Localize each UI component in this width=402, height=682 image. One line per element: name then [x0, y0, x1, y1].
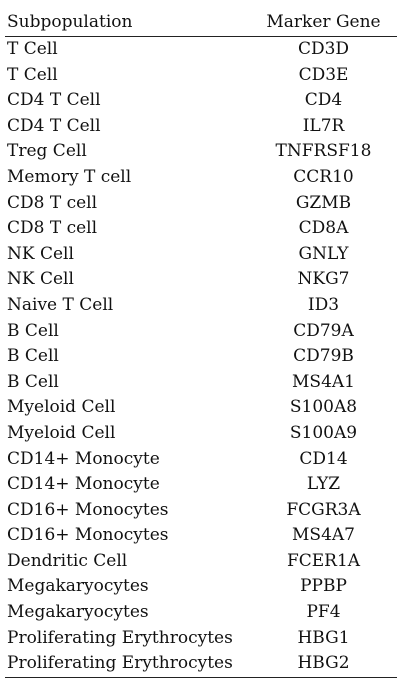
- marker-gene-cell: PPBP: [300, 576, 347, 597]
- table-row: T Cell CD3D: [5, 37, 397, 63]
- table-row: NK Cell GNLY: [5, 242, 397, 268]
- marker-gene-cell: CD14: [299, 448, 348, 469]
- subpopulation-cell: B Cell: [7, 346, 59, 367]
- marker-gene-cell: FCGR3A: [286, 499, 361, 520]
- subpopulation-cell: Megakaryocytes: [7, 576, 149, 597]
- marker-gene-cell: TNFRSF18: [275, 141, 372, 162]
- subpopulation-cell: T Cell: [7, 39, 58, 59]
- table-row: NK Cell NKG7: [5, 267, 397, 293]
- table-row: Dendritic Cell FCER1A: [5, 549, 397, 575]
- subpopulation-cell: B Cell: [7, 320, 59, 341]
- marker-gene-cell: GZMB: [295, 192, 352, 213]
- table-row: B Cell CD79B: [5, 344, 397, 370]
- table-row: CD4 T Cell IL7R: [5, 114, 397, 140]
- subpopulation-cell: Naive T Cell: [7, 294, 114, 315]
- table-row: CD14+ Monocyte LYZ: [5, 472, 397, 498]
- subpopulation-cell: Memory T cell: [7, 166, 132, 187]
- table-row: Myeloid Cell S100A8: [5, 395, 397, 421]
- table-row: CD8 T cell CD8A: [5, 216, 397, 242]
- subpopulation-cell: Dendritic Cell: [7, 550, 128, 571]
- subpopulation-cell: T Cell: [7, 64, 58, 85]
- subpopulation-cell: Myeloid Cell: [7, 397, 116, 418]
- subpopulation-cell: CD4 T Cell: [7, 115, 101, 136]
- marker-gene-cell: GNLY: [298, 243, 349, 264]
- table-row: Naive T Cell ID3: [5, 293, 397, 319]
- subpopulation-cell: Proliferating Erythrocytes: [7, 653, 233, 674]
- table-row: CD16+ Monocytes FCGR3A: [5, 498, 397, 524]
- table-row: Megakaryocytes PF4: [5, 600, 397, 626]
- subpopulation-cell: Treg Cell: [7, 141, 87, 162]
- table-row: Memory T cell CCR10: [5, 165, 397, 191]
- subpopulation-cell: CD16+ Monocytes: [7, 499, 169, 520]
- marker-gene-cell: LYZ: [306, 474, 341, 495]
- subpopulation-cell: CD14+ Monocyte: [7, 474, 160, 495]
- table-row: B Cell CD79A: [5, 319, 397, 345]
- marker-gene-cell: CCR10: [293, 166, 354, 187]
- marker-gene-cell: CD79B: [293, 346, 354, 367]
- table-row: T Cell CD3E: [5, 63, 397, 89]
- marker-gene-cell: CD4: [304, 90, 343, 111]
- table-row: Myeloid Cell S100A9: [5, 421, 397, 447]
- marker-gene-cell: CD8A: [298, 218, 349, 239]
- table-row: CD14+ Monocyte CD14: [5, 447, 397, 473]
- subpopulation-cell: NK Cell: [7, 269, 74, 290]
- marker-gene-cell: FCER1A: [286, 550, 361, 571]
- table-header: Subpopulation Marker Gene: [5, 8, 397, 37]
- subpopulation-cell: CD8 T cell: [7, 192, 98, 213]
- subpopulation-cell: CD4 T Cell: [7, 90, 101, 111]
- marker-gene-cell: S100A8: [289, 397, 358, 418]
- subpopulation-cell: CD16+ Monocytes: [7, 525, 169, 546]
- table-row: CD16+ Monocytes MS4A7: [5, 523, 397, 549]
- marker-gene-cell: NKG7: [297, 269, 350, 290]
- header-row: Subpopulation Marker Gene: [5, 8, 397, 37]
- marker-gene-table: Subpopulation Marker Gene T Cell CD3D T Ce…: [5, 8, 397, 678]
- marker-gene-cell: MS4A7: [292, 525, 355, 546]
- marker-gene-cell: CD3D: [297, 39, 350, 59]
- marker-gene-cell: S100A9: [289, 422, 358, 443]
- marker-gene-cell: MS4A1: [292, 371, 355, 392]
- marker-gene-cell: CD79A: [293, 320, 354, 341]
- table-body: T Cell CD3D T Cell CD3E CD4 T Cell CD4 CD4 T C…: [5, 37, 397, 678]
- marker-gene-cell: IL7R: [302, 115, 345, 136]
- marker-gene-cell: ID3: [307, 294, 340, 315]
- header-subpopulation: Subpopulation: [7, 12, 133, 32]
- subpopulation-cell: CD8 T cell: [7, 218, 98, 239]
- table-row: Proliferating Erythrocytes HBG1: [5, 626, 397, 652]
- subpopulation-cell: CD14+ Monocyte: [7, 448, 160, 469]
- subpopulation-cell: NK Cell: [7, 243, 74, 264]
- marker-gene-cell: HBG1: [297, 627, 350, 648]
- table-row: Megakaryocytes PPBP: [5, 574, 397, 600]
- subpopulation-cell: Myeloid Cell: [7, 422, 116, 443]
- marker-gene-cell: PF4: [306, 602, 341, 623]
- marker-gene-cell: CD3E: [298, 64, 349, 85]
- table-row: B Cell MS4A1: [5, 370, 397, 396]
- header-marker-gene: Marker Gene: [266, 12, 381, 32]
- table-row: Proliferating Erythrocytes HBG2: [5, 651, 397, 678]
- table-row: Treg Cell TNFRSF18: [5, 139, 397, 165]
- subpopulation-cell: Megakaryocytes: [7, 602, 149, 623]
- marker-gene-cell: HBG2: [297, 653, 350, 674]
- table-row: CD4 T Cell CD4: [5, 88, 397, 114]
- subpopulation-cell: Proliferating Erythrocytes: [7, 627, 233, 648]
- table-row: CD8 T cell GZMB: [5, 191, 397, 217]
- subpopulation-cell: B Cell: [7, 371, 59, 392]
